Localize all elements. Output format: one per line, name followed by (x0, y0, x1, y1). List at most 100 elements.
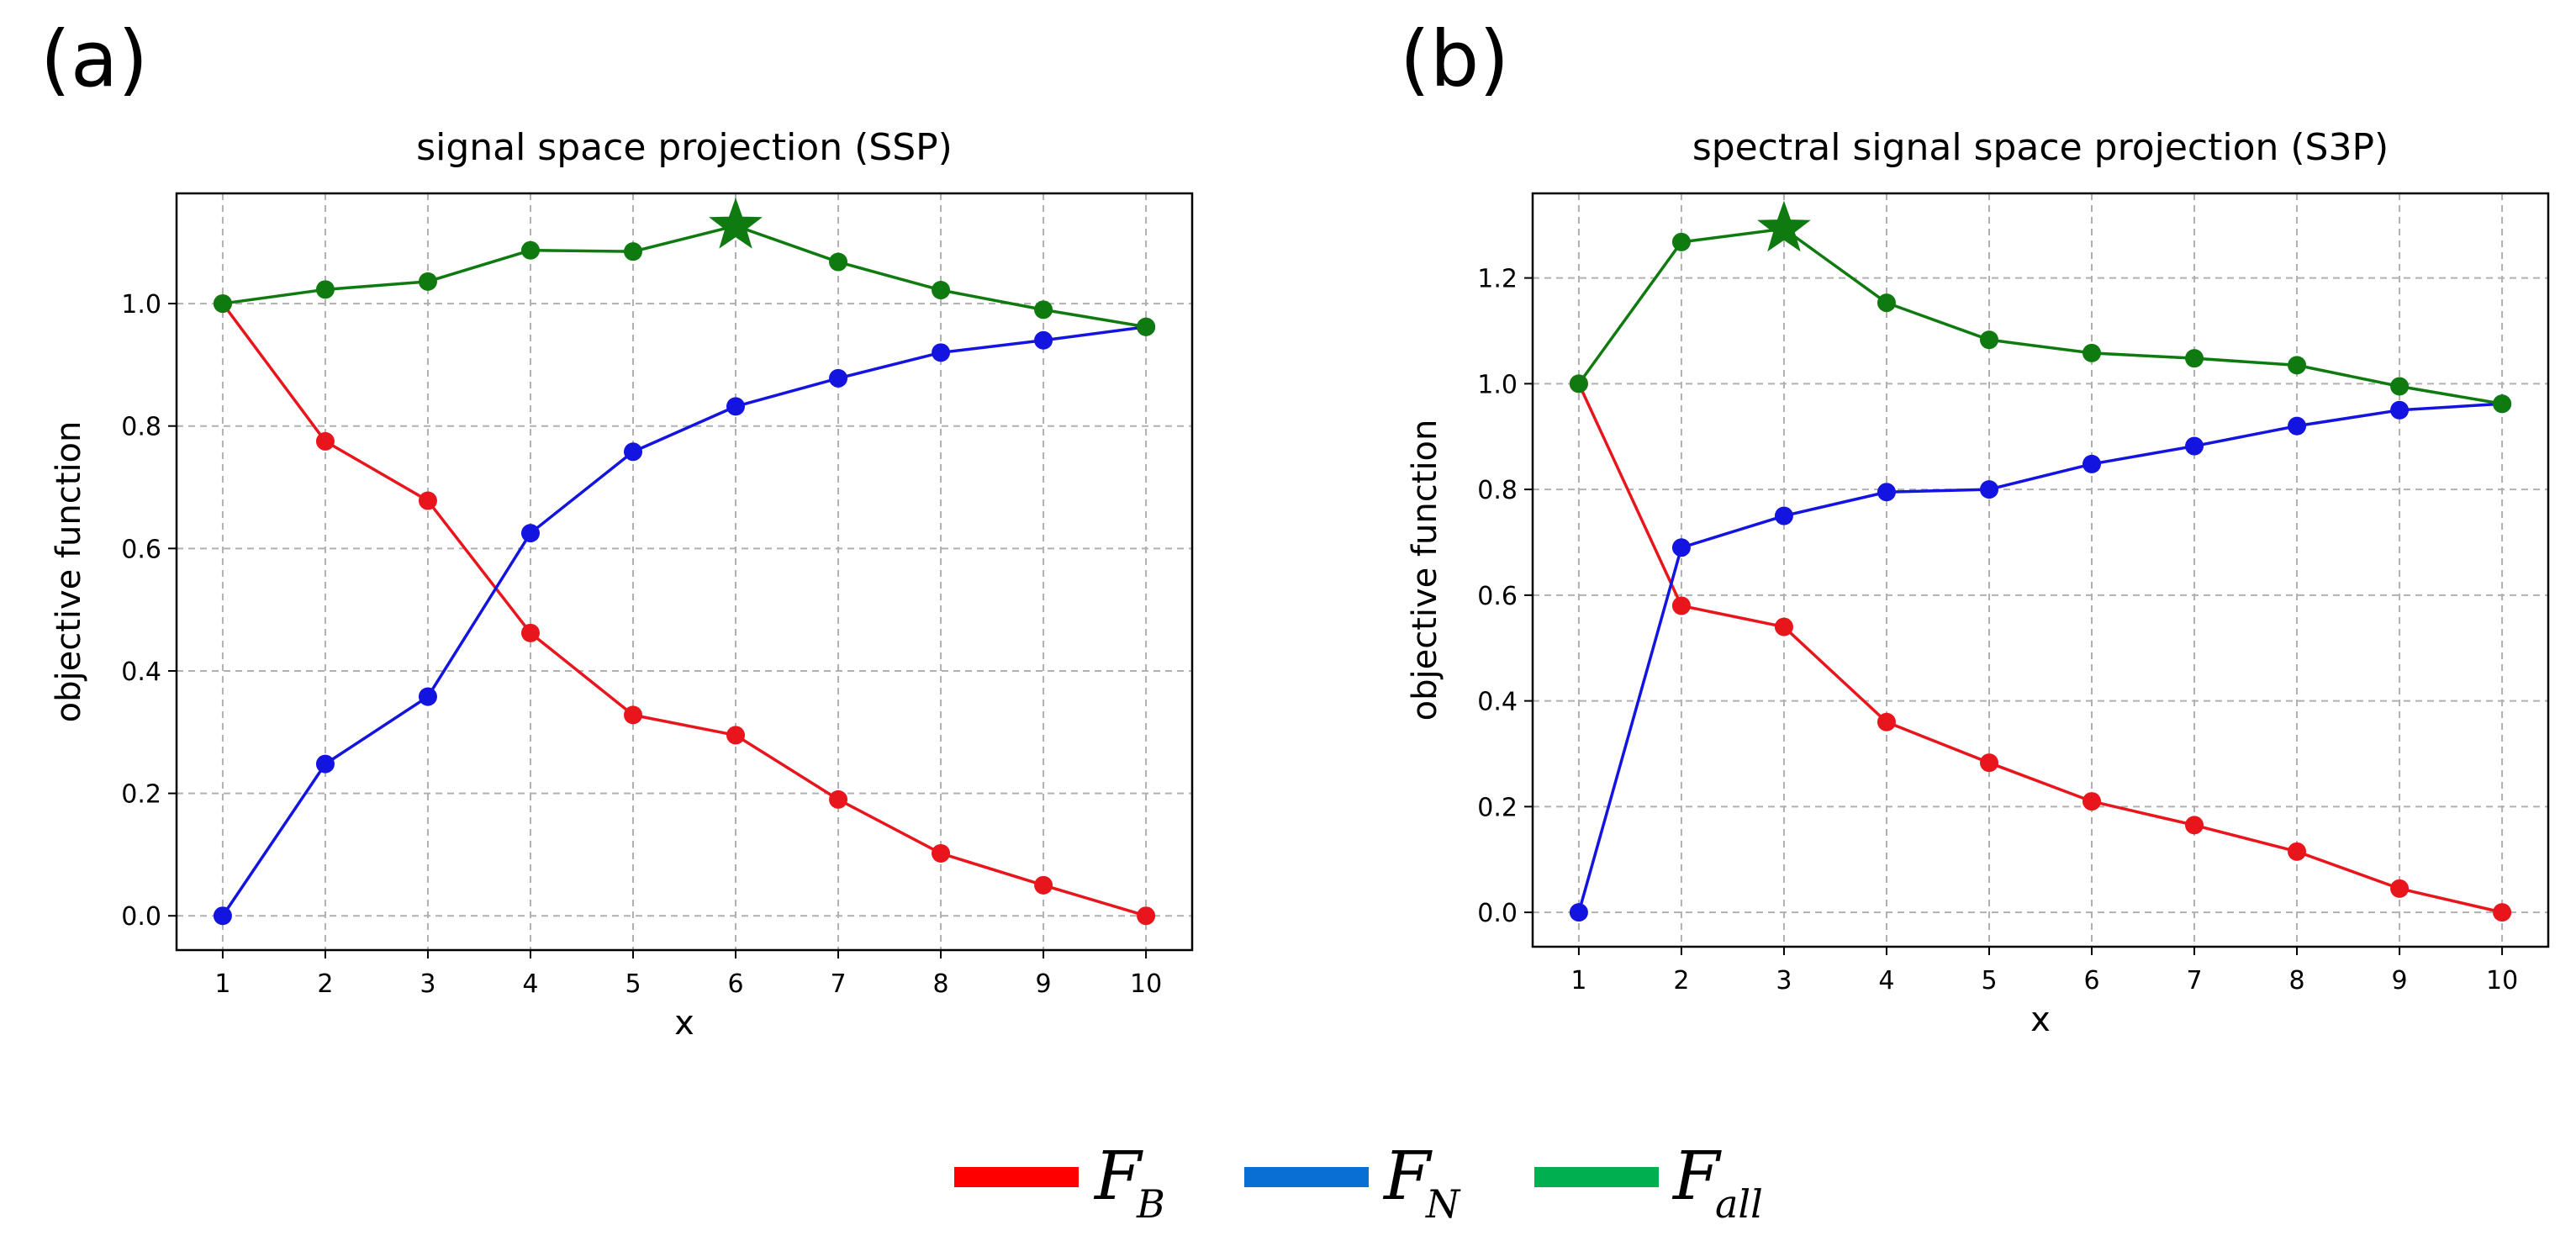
c0-point-F_N-1 (213, 906, 232, 926)
c0-point-F_N-5 (623, 442, 642, 462)
legend-label-1: F (1382, 1137, 1433, 1215)
c0-optimum-star-marker (709, 198, 763, 249)
c1-point-F_all-1 (1569, 374, 1588, 393)
c0-point-F_all-1 (213, 294, 232, 314)
c1-point-F_B-7 (2185, 816, 2204, 835)
c1-point-F_N-5 (1979, 480, 1998, 499)
c1-xtick-label-9: 9 (2392, 966, 2408, 995)
c1-point-F_B-8 (2288, 842, 2307, 861)
c1-ytick-label-6: 1.2 (1477, 265, 1518, 294)
c1-ytick-label-1: 0.2 (1477, 793, 1518, 822)
c0-point-F_all-7 (829, 252, 848, 272)
c0-xtick-label-7: 7 (830, 969, 846, 999)
c0-xtick-label-10: 10 (1130, 969, 1162, 999)
c0-point-F_all-4 (520, 240, 540, 260)
c1-point-F_B-10 (2493, 903, 2512, 922)
c1-point-F_all-6 (2082, 343, 2102, 362)
c1-xtick-label-10: 10 (2486, 966, 2518, 995)
c1-point-F_all-5 (1979, 330, 1998, 350)
panel-label-a: (a) (40, 14, 148, 104)
c0-xlabel: x (674, 1004, 694, 1043)
legend-sub-0: B (1136, 1181, 1165, 1227)
c0-series-line-F_N (221, 325, 1147, 917)
c0-ytick-label-2: 0.4 (121, 657, 161, 687)
legend-sub-2: all (1715, 1181, 1763, 1227)
c1-title: spectral signal space projection (S3P) (1692, 126, 2389, 169)
c0-xtick-label-6: 6 (727, 969, 743, 999)
c0-ytick-label-4: 0.8 (121, 413, 161, 442)
c1-point-F_all-10 (2493, 394, 2512, 414)
c1-point-F_all-9 (2390, 377, 2410, 396)
c1-series-line-F_all (1577, 227, 2503, 405)
c0-point-F_B-5 (623, 705, 642, 725)
c0-xtick-label-4: 4 (522, 969, 538, 999)
c0-ytick-label-1: 0.2 (121, 780, 161, 810)
c1-xtick-label-5: 5 (1981, 966, 1997, 995)
c1-point-F_N-2 (1671, 538, 1691, 557)
c0-point-F_B-8 (932, 843, 951, 863)
c1-xtick-label-2: 2 (1673, 966, 1689, 995)
c1-point-F_N-6 (2082, 454, 2102, 473)
legend-label-2: F (1671, 1137, 1722, 1215)
c0-point-F_all-3 (418, 272, 437, 291)
c1-ytick-label-3: 0.6 (1477, 582, 1518, 611)
c1-point-F_N-8 (2288, 416, 2307, 436)
c1-series-line-F_N (1577, 402, 2503, 913)
c1-point-F_all-2 (1671, 232, 1691, 251)
c0-point-F_N-2 (315, 754, 335, 774)
c1-point-F_all-8 (2288, 356, 2307, 375)
c1-point-F_N-3 (1774, 506, 1793, 525)
c1-point-F_N-9 (2390, 400, 2410, 420)
chart-ssp: 1 2 3 4 5 6 7 8 9 10 0.0 0.2 0.4 0.6 0.8 1.0 signal spac… (50, 126, 1194, 1043)
c1-xtick-label-1: 1 (1570, 966, 1586, 995)
c1-ytick-label-0: 0.0 (1477, 899, 1518, 928)
c0-ytick-label-0: 0.0 (121, 902, 161, 932)
c0-point-F_B-10 (1137, 906, 1156, 926)
c0-point-F_all-2 (315, 280, 335, 299)
c1-point-F_B-9 (2390, 879, 2410, 898)
c1-optimum-star-marker (1757, 200, 1811, 252)
chart-s3p: 1 2 3 4 5 6 7 8 9 10 0.0 0.2 0.4 0.6 0.8 1.0 1.2 spectral… (1406, 126, 2550, 1039)
c0-ytick-label-5: 1.0 (121, 290, 161, 319)
c1-ytick-label-2: 0.4 (1477, 688, 1518, 717)
c0-point-F_N-8 (932, 343, 951, 362)
c1-point-F_N-1 (1569, 903, 1588, 922)
c1-xtick-label-3: 3 (1776, 966, 1792, 995)
c0-point-F_N-6 (726, 397, 746, 416)
c1-ytick-label-5: 1.0 (1477, 370, 1518, 399)
c1-xtick-label-4: 4 (1878, 966, 1894, 995)
panel-label-b: (b) (1400, 14, 1509, 104)
c0-xtick-label-1: 1 (214, 969, 230, 999)
c0-ytick-label-3: 0.6 (121, 535, 161, 564)
c1-point-F_N-4 (1877, 483, 1896, 502)
c1-axes-frame (1531, 192, 2550, 948)
c1-xtick-label-8: 8 (2289, 966, 2305, 995)
c0-title: signal space projection (SSP) (416, 126, 953, 169)
c1-point-F_B-5 (1979, 753, 1998, 773)
c1-ytick-label-4: 0.8 (1477, 476, 1518, 505)
c0-point-F_B-4 (520, 623, 540, 642)
c0-point-F_all-5 (623, 242, 642, 261)
c0-xtick-label-2: 2 (317, 969, 333, 999)
c1-point-F_B-6 (2082, 792, 2102, 811)
c0-xtick-label-9: 9 (1036, 969, 1052, 999)
c0-point-F_N-7 (829, 368, 848, 388)
c0-point-F_all-9 (1034, 300, 1053, 319)
c1-ylabel: objective function (1406, 420, 1444, 721)
c0-point-F_all-10 (1137, 317, 1156, 336)
c0-series-line-F_B (221, 303, 1147, 917)
c1-point-F_B-2 (1671, 596, 1691, 615)
c0-point-F_B-7 (829, 789, 848, 809)
c1-point-F_B-4 (1877, 712, 1896, 731)
c0-point-F_N-3 (418, 687, 437, 706)
c1-point-F_all-7 (2185, 349, 2204, 368)
c0-point-F_all-8 (932, 281, 951, 300)
c1-point-F_B-3 (1774, 617, 1793, 636)
c0-xtick-label-5: 5 (625, 969, 641, 999)
c0-point-F_B-2 (315, 431, 335, 451)
c1-xtick-label-7: 7 (2186, 966, 2202, 995)
c0-point-F_N-4 (520, 524, 540, 543)
c0-point-F_B-9 (1034, 875, 1053, 895)
